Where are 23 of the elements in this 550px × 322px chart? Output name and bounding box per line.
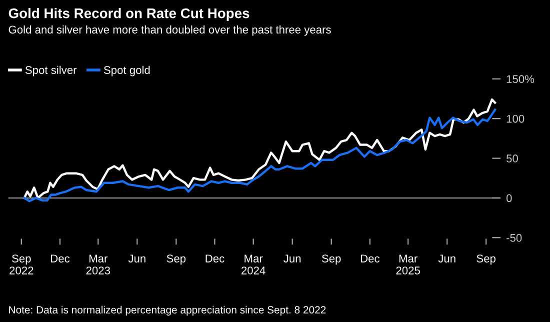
legend-label: Spot silver (25, 66, 77, 76)
x-tick-label: Mar 2025 (396, 254, 420, 274)
x-tick-label: Jun (284, 254, 301, 262)
x-tick-label: Mar 2023 (86, 254, 110, 274)
x-tick-label: Dec (51, 254, 70, 262)
chart-title: Gold Hits Record on Rate Cut Hopes (8, 8, 250, 21)
x-tick-label: Mar 2024 (242, 254, 266, 274)
y-tick-label: 50 (506, 154, 518, 162)
legend-label: Spot gold (104, 66, 150, 76)
y-tick-label: 100 (506, 114, 524, 123)
x-tick-label: Jun (438, 254, 456, 262)
x-tick-label: Jun (128, 254, 146, 262)
x-tick-label: Sep (476, 254, 496, 265)
text: Note: Data is normalized percentage appreciation since Sept. 8 2022 (9, 306, 326, 316)
x-tick-label: Sep 2022 (10, 254, 34, 274)
x-tick-label: Dec (360, 254, 380, 262)
x-tick-label: Sep (166, 254, 186, 265)
x-tick-label: Sep (322, 254, 341, 265)
y-tick-label: 150% (506, 75, 534, 84)
x-tick-label: Dec (206, 254, 224, 262)
chart-subtitle: Gold and silver have more than doubled over the past three years (8, 25, 331, 36)
y-tick-label: -50 (506, 234, 522, 242)
y-tick-label: 0 (506, 194, 512, 202)
